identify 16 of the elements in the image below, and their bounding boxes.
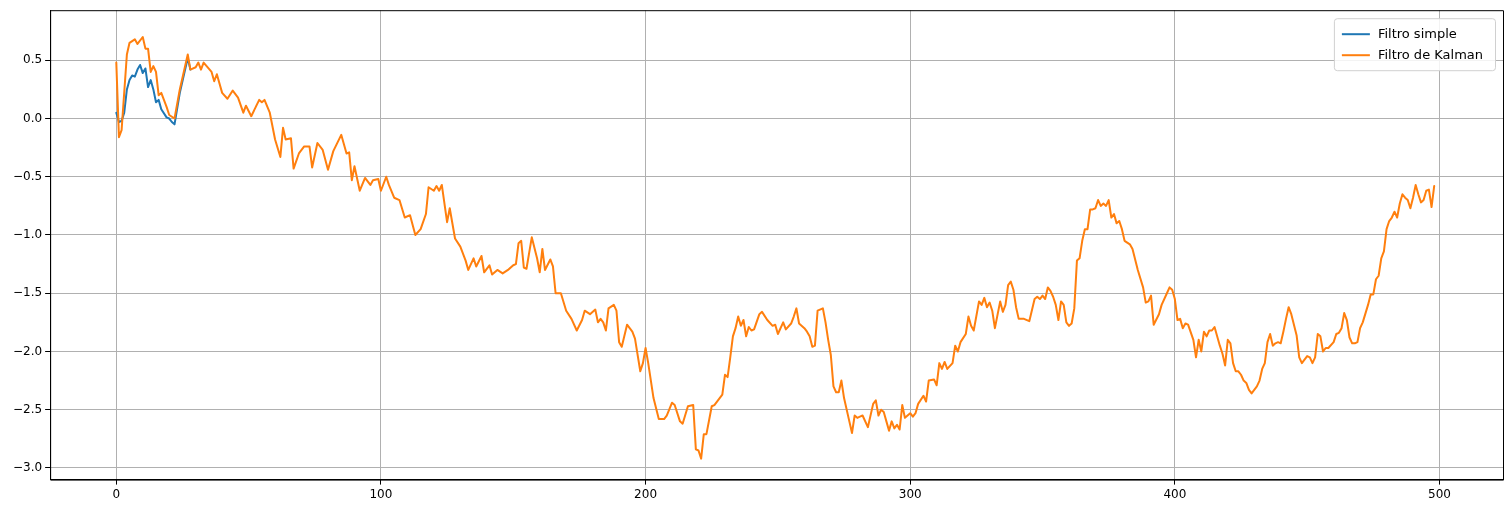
legend-label: Filtro simple <box>1377 25 1457 41</box>
x-tick-label: 400 <box>1163 486 1187 501</box>
x-tick-label: 100 <box>369 486 393 501</box>
y-tick-label: −2.0 <box>13 343 43 358</box>
y-tick-label: −0.5 <box>13 168 43 183</box>
x-tick-label: 200 <box>634 486 658 501</box>
y-tick-label: −1.0 <box>13 227 43 242</box>
y-tick-label: 0.5 <box>23 52 43 67</box>
x-tick-label: 500 <box>1428 486 1451 501</box>
y-tick-label: −2.5 <box>13 401 43 416</box>
x-tick-label: 0 <box>112 486 121 501</box>
x-tick-label: 300 <box>898 486 922 501</box>
y-tick-label: 0.0 <box>23 110 43 125</box>
legend-label: Filtro de Kalman <box>1377 46 1483 62</box>
y-tick-label: −3.0 <box>13 460 43 475</box>
y-tick-label: −1.5 <box>13 285 43 300</box>
